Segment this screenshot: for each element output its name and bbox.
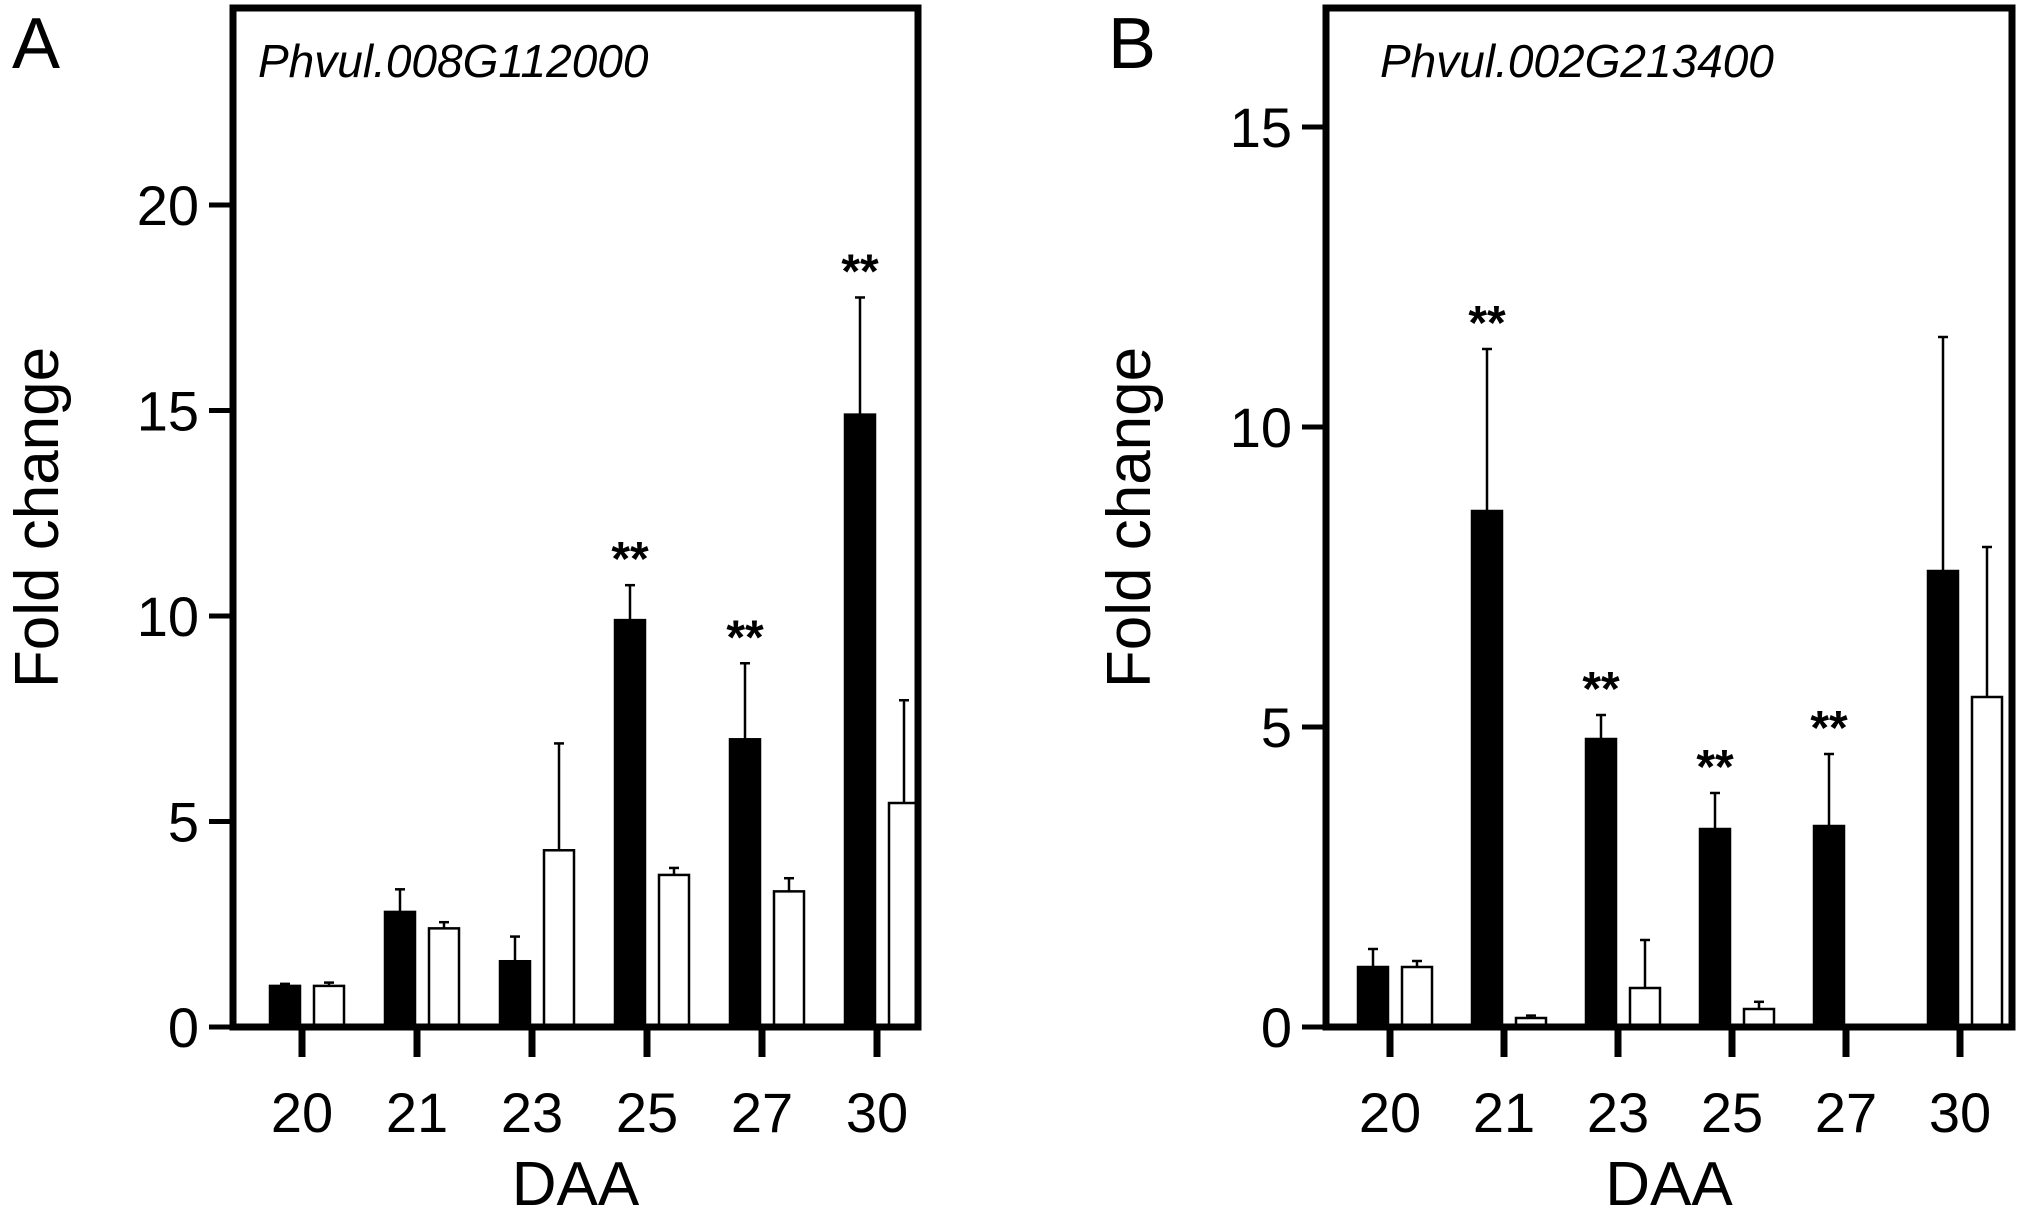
bar-black (1926, 569, 1960, 1029)
significance-marker: ** (1696, 741, 1734, 794)
y-tick-label: 5 (1261, 696, 1292, 759)
bar-white (542, 849, 576, 1029)
x-tick-label: 21 (386, 1081, 448, 1144)
panel-a: 0 5 10 15 20 20 21 23 25 27 30 ** ** ** Phvul.008G1120… (3, 4, 922, 1219)
plot-frame (1322, 4, 2016, 1031)
x-tick-label: 27 (1815, 1081, 1877, 1144)
x-tick-label: 30 (846, 1081, 908, 1144)
x-tick-label: 23 (501, 1081, 563, 1144)
panel-b: 0 5 10 15 20 21 23 25 27 30 ** ** ** ** Phvul.002G2134… (1095, 4, 2016, 1219)
x-tick-label: 23 (1587, 1081, 1649, 1144)
bar-black (1698, 827, 1732, 1029)
x-axis-title: DAA (512, 1150, 640, 1219)
panel-letter: A (12, 4, 60, 84)
y-tick-label: 0 (1261, 996, 1292, 1059)
bar-white (312, 984, 346, 1029)
significance-marker: ** (1582, 663, 1620, 716)
bar-black (383, 910, 417, 1029)
y-axis-title: Fold change (3, 347, 72, 688)
significance-marker: ** (1810, 702, 1848, 755)
bar-white (1400, 965, 1434, 1029)
y-tick-label: 0 (168, 996, 199, 1059)
x-tick-label: 27 (731, 1081, 793, 1144)
bar-white (772, 890, 806, 1029)
x-tick-label: 20 (1359, 1081, 1421, 1144)
x-tick-label: 25 (1701, 1081, 1763, 1144)
bar-white (427, 927, 461, 1029)
x-tick-label: 20 (271, 1081, 333, 1144)
significance-marker: ** (726, 611, 764, 664)
y-tick-label: 20 (137, 174, 199, 237)
x-tick-label: 25 (616, 1081, 678, 1144)
panel-letter: B (1108, 4, 1156, 84)
bar-black (1812, 824, 1846, 1029)
bar-white (1628, 986, 1662, 1029)
x-axis-title: DAA (1605, 1150, 1733, 1219)
gene-title: Phvul.008G112000 (258, 35, 649, 87)
gene-title: Phvul.002G213400 (1380, 35, 1774, 87)
bar-black (1356, 965, 1390, 1029)
bar-white (1970, 695, 2004, 1029)
significance-marker: ** (841, 245, 879, 298)
bar-black (1584, 737, 1618, 1029)
bar-black (1470, 509, 1504, 1029)
y-axis-title: Fold change (1095, 347, 1164, 688)
y-tick-label: 15 (1230, 96, 1292, 159)
y-tick-label: 15 (137, 380, 199, 443)
bar-black (613, 618, 647, 1029)
significance-marker: ** (611, 533, 649, 586)
x-tick-label: 21 (1473, 1081, 1535, 1144)
bar-black (268, 984, 302, 1029)
bar-black (843, 413, 877, 1029)
y-tick-label: 10 (137, 585, 199, 648)
bar-black (498, 959, 532, 1029)
significance-marker: ** (1468, 297, 1506, 350)
y-tick-label: 5 (168, 791, 199, 854)
y-tick-label: 10 (1230, 396, 1292, 459)
x-tick-label: 30 (1929, 1081, 1991, 1144)
bar-black (728, 738, 762, 1029)
plot-frame (229, 4, 922, 1031)
bar-white (657, 873, 691, 1029)
